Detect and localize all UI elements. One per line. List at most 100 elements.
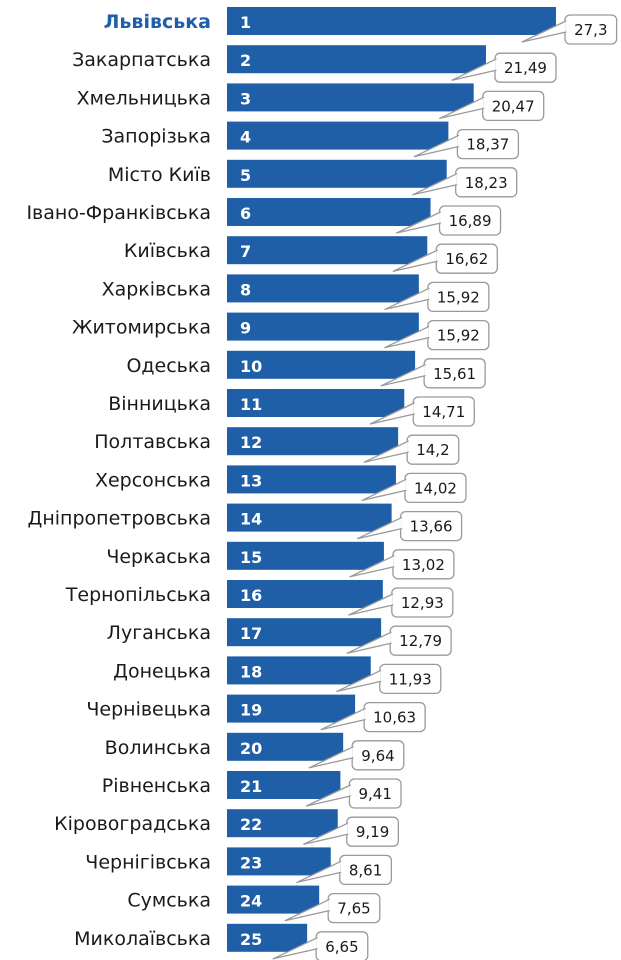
value-callout-seam (440, 212, 444, 223)
value-label: 16,62 (445, 250, 488, 268)
rank-label: 6 (240, 204, 251, 223)
value-callout-seam (347, 823, 351, 834)
rank-label: 10 (240, 357, 262, 376)
bar (227, 121, 449, 150)
bar (227, 312, 419, 341)
category-label: Житомирська (72, 317, 211, 339)
value-label: 9,64 (361, 747, 394, 765)
category-label: Полтавська (94, 431, 211, 453)
value-label: 15,92 (437, 327, 480, 345)
value-callout-seam (390, 632, 394, 643)
rank-label: 9 (240, 319, 251, 338)
value-label: 20,47 (492, 97, 535, 115)
rank-label: 25 (240, 930, 262, 949)
value-label: 15,92 (437, 288, 480, 306)
value-callout-seam (565, 21, 569, 32)
value-callout-seam (328, 900, 332, 911)
category-label: Хмельницька (77, 87, 211, 109)
bar (227, 350, 416, 379)
value-label: 9,41 (358, 785, 391, 803)
bar (227, 694, 356, 723)
value-callout-seam (352, 747, 356, 758)
category-label: Черкаська (106, 546, 211, 568)
value-callout-seam (456, 174, 460, 185)
bar (227, 503, 392, 532)
rank-label: 17 (240, 624, 262, 643)
value-label: 10,63 (373, 709, 416, 727)
category-label: Миколаївська (74, 928, 211, 950)
bar (227, 7, 556, 35)
value-label: 18,23 (465, 174, 508, 192)
bar (227, 389, 405, 417)
value-callout-seam (407, 441, 411, 452)
bar (227, 427, 399, 456)
bar (227, 45, 486, 74)
bar (227, 541, 384, 570)
rank-label: 24 (240, 892, 262, 911)
value-callout-seam (483, 97, 487, 108)
category-label: Луганська (107, 622, 211, 644)
bar (227, 656, 371, 685)
bar (227, 236, 428, 265)
value-callout-seam (316, 938, 320, 949)
rank-label: 8 (240, 280, 251, 299)
value-label: 12,93 (401, 594, 444, 612)
bar (227, 198, 431, 226)
bar (227, 809, 338, 838)
value-callout-seam (393, 556, 397, 567)
value-callout-seam (364, 709, 368, 720)
value-callout-seam (428, 288, 432, 299)
bar (227, 847, 331, 876)
category-label: Київська (124, 240, 211, 262)
value-label: 7,65 (337, 900, 370, 918)
value-callout-seam (405, 479, 409, 490)
value-label: 21,49 (504, 59, 547, 77)
value-callout-seam (349, 785, 353, 796)
value-callout-seam (340, 861, 344, 872)
value-callout-seam (428, 327, 432, 338)
value-label: 14,2 (416, 441, 449, 459)
value-label: 15,61 (433, 365, 476, 383)
value-label: 11,93 (389, 670, 432, 688)
value-label: 12,79 (399, 632, 442, 650)
bar (227, 618, 382, 647)
bar (227, 580, 383, 608)
category-label: Кіровоградська (54, 813, 211, 835)
value-label: 13,66 (410, 518, 453, 536)
value-callout-seam (436, 250, 440, 261)
value-callout-seam (457, 136, 461, 147)
rank-label: 3 (240, 89, 251, 108)
bar (227, 83, 474, 112)
category-label: Волинська (105, 737, 211, 759)
value-label: 14,02 (414, 479, 457, 497)
value-label: 13,02 (402, 556, 445, 574)
bar (227, 771, 341, 799)
rank-label: 21 (240, 777, 262, 796)
value-callout-seam (495, 59, 499, 70)
bar (227, 274, 419, 303)
category-label: Рівненська (102, 775, 211, 797)
rank-label: 7 (240, 242, 251, 261)
category-label: Запорізька (101, 126, 211, 148)
rank-label: 12 (240, 433, 262, 452)
value-label: 27,3 (574, 21, 607, 39)
bar (227, 159, 447, 188)
category-label: Івано-Франківська (26, 202, 211, 224)
bar (227, 732, 344, 761)
category-label: Харківська (102, 278, 211, 300)
value-callout-seam (380, 670, 384, 681)
rank-label: 20 (240, 739, 262, 758)
category-label: Вінницька (108, 393, 211, 415)
category-label: Дніпропетровська (28, 508, 211, 530)
rank-label: 18 (240, 662, 262, 681)
value-label: 9,19 (356, 823, 389, 841)
value-callout-seam (424, 365, 428, 376)
value-label: 8,61 (349, 861, 382, 879)
category-label: Херсонська (95, 469, 211, 491)
category-label: Сумська (127, 890, 211, 912)
bar (227, 923, 308, 952)
rank-label: 5 (240, 166, 251, 185)
value-callout-seam (392, 594, 396, 605)
rank-label: 22 (240, 815, 262, 834)
